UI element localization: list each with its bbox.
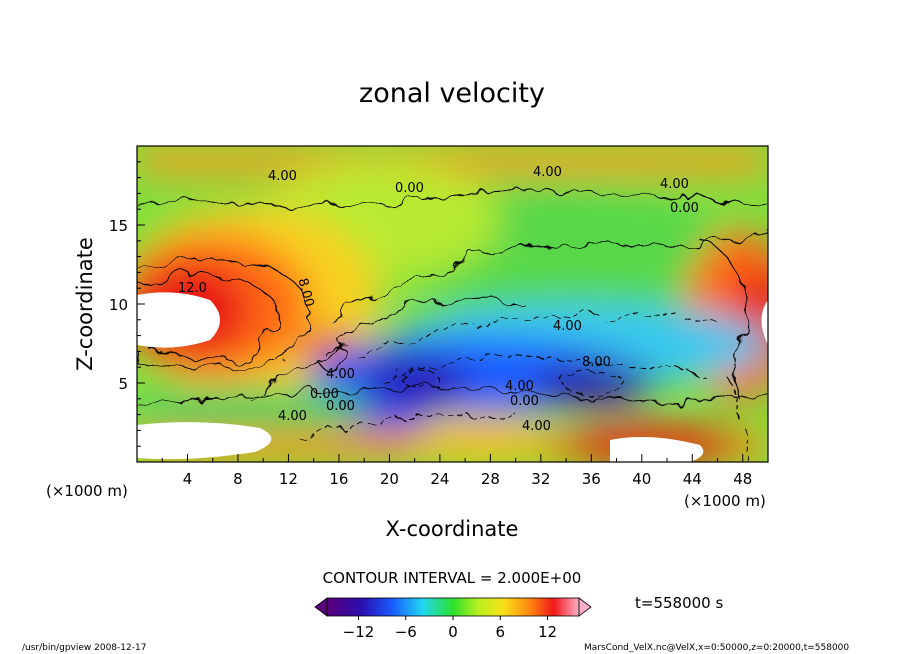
contour-label: 12.0 — [178, 281, 207, 296]
x-tick-label: 8 — [233, 470, 243, 488]
contour-label: 4.00 — [522, 419, 551, 434]
y-tick-label: 10 — [109, 296, 128, 314]
contour-label: 0.00 — [310, 387, 339, 402]
colorbar-tick-label: 12 — [538, 623, 557, 641]
colorbar-low-arrow — [314, 597, 328, 617]
contour-label: 4.00 — [553, 319, 582, 334]
y-axis-ticks: 5 10 15 — [109, 161, 145, 447]
x-tick-label: 24 — [430, 470, 449, 488]
colorbar-tick-label: −6 — [395, 623, 417, 641]
x-axis-ticks: 4 8 12 16 20 24 28 32 36 40 44 48 — [161, 454, 752, 488]
x-axis-title: X-coordinate — [386, 517, 519, 541]
x-unit-label-right: (×1000 m) — [684, 492, 766, 510]
contour-interval-note: CONTOUR INTERVAL = 2.000E+00 — [323, 569, 582, 587]
x-tick-label: 36 — [582, 470, 601, 488]
contour-label: 0.00 — [395, 181, 424, 196]
contour-label: 0.00 — [326, 399, 355, 414]
contour-label: 4.00 — [505, 379, 534, 394]
x-tick-label: 32 — [531, 470, 550, 488]
contour-label: 4.00 — [326, 367, 355, 382]
contour-label: 0.00 — [510, 394, 539, 409]
colorbar-tick-label: 0 — [448, 623, 458, 641]
x-tick-label: 16 — [329, 470, 348, 488]
x-tick-label: 12 — [279, 470, 298, 488]
x-unit-label-left: (×1000 m) — [46, 482, 128, 500]
contour-label: 4.00 — [660, 177, 689, 192]
colorbar-gradient — [326, 597, 580, 617]
plot-area: 12.0 8.00 4.00 0.00 0.00 4.00 4.00 0.00 … — [137, 146, 768, 462]
contour-label: 8.00 — [582, 355, 611, 370]
colorbar-high-arrow — [578, 597, 592, 617]
chart-title: zonal velocity — [359, 78, 545, 109]
contour-lines — [137, 190, 768, 411]
x-tick-label: 20 — [380, 470, 399, 488]
y-tick-label: 15 — [109, 217, 128, 235]
x-tick-label: 40 — [632, 470, 651, 488]
colorbar-ticks: −12 −6 0 6 12 — [343, 616, 557, 641]
contour-label: 8.00 — [294, 277, 316, 309]
contour-labels: 12.0 8.00 4.00 0.00 0.00 4.00 4.00 0.00 … — [178, 165, 699, 434]
contour-label: 0.00 — [670, 201, 699, 216]
time-label: t=558000 s — [635, 594, 723, 612]
footer-left: /usr/bin/gpview 2008-12-17 — [22, 643, 146, 653]
colorbar-tick-label: 6 — [495, 623, 505, 641]
x-tick-label: 44 — [683, 470, 702, 488]
y-tick-label: 5 — [118, 375, 128, 393]
negative-contour-lines — [299, 314, 751, 462]
contour-label: 4.00 — [268, 169, 297, 184]
velocity-field — [137, 146, 768, 462]
colorbar-tick-label: −12 — [343, 623, 375, 641]
x-tick-label: 48 — [733, 470, 752, 488]
contour-label: 4.00 — [533, 165, 562, 180]
y-axis-title: Z-coordinate — [73, 237, 97, 371]
footer-right: MarsCond_VelX.nc@VelX,x=0:50000,z=0:2000… — [584, 643, 849, 653]
colorbar: −12 −6 0 6 12 — [314, 597, 592, 641]
x-tick-label: 28 — [481, 470, 500, 488]
contour-label: 4.00 — [278, 409, 307, 424]
x-tick-label: 4 — [183, 470, 193, 488]
